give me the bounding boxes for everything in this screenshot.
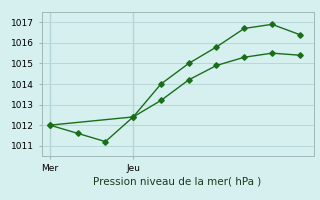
X-axis label: Pression niveau de la mer( hPa ): Pression niveau de la mer( hPa )	[93, 177, 262, 187]
